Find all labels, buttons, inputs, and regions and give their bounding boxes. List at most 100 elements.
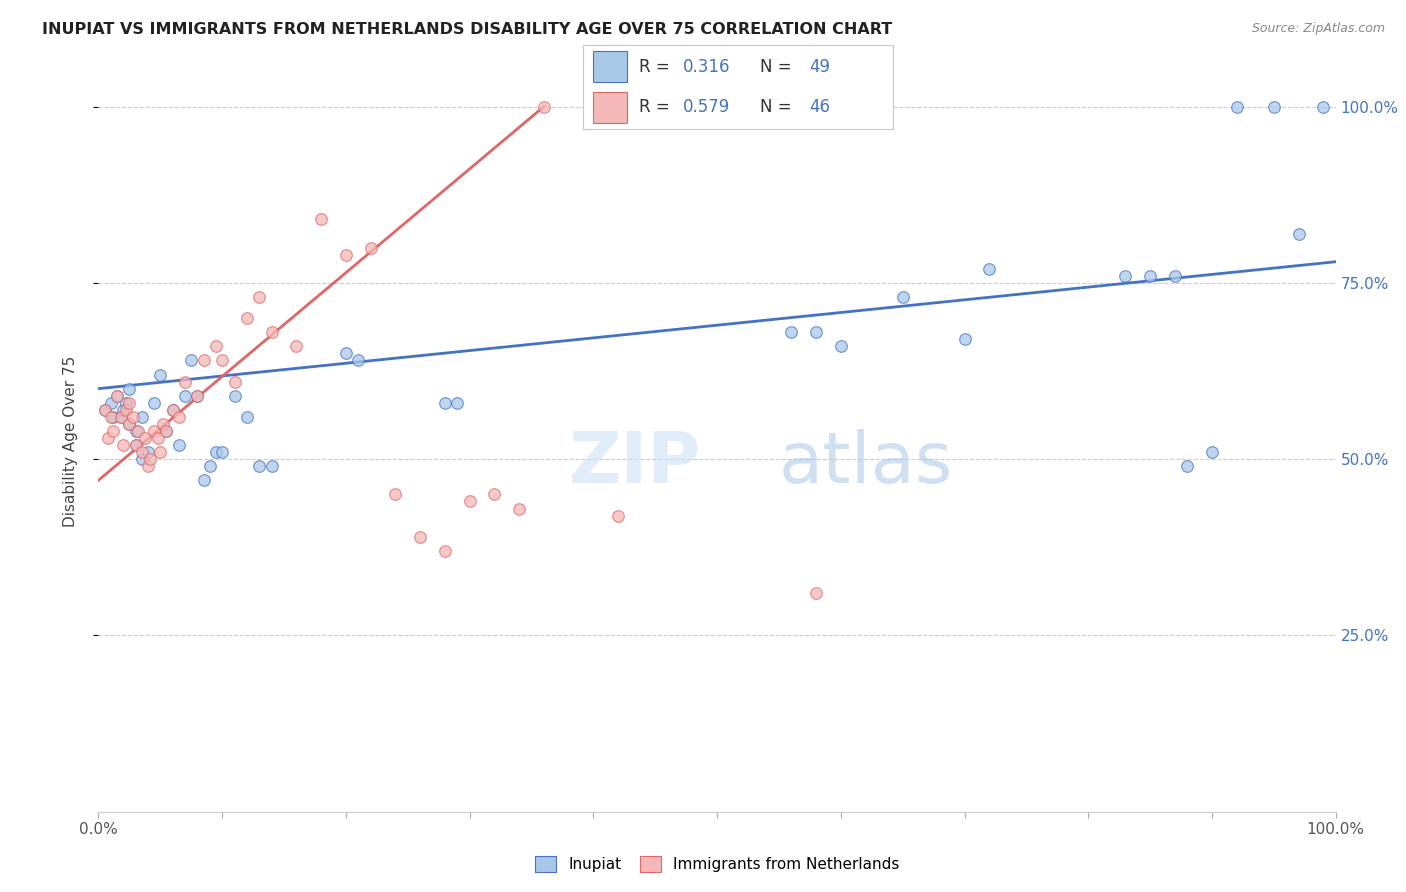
Text: ZIP: ZIP: [568, 429, 700, 499]
Text: 0.579: 0.579: [682, 98, 730, 116]
Point: [127, 424, 149, 438]
Point: [155, 424, 177, 438]
Point: [136, 445, 159, 459]
Point: [162, 402, 184, 417]
Point: [891, 290, 914, 304]
Point: [131, 445, 153, 459]
Point: [236, 409, 259, 424]
Point: [122, 409, 145, 424]
Point: [211, 445, 233, 459]
Text: Source: ZipAtlas.com: Source: ZipAtlas.com: [1251, 22, 1385, 36]
Point: [134, 431, 156, 445]
Point: [114, 402, 136, 417]
Point: [103, 424, 125, 438]
Point: [131, 409, 153, 424]
Point: [1139, 268, 1161, 283]
Point: [193, 353, 215, 368]
Point: [93, 402, 115, 417]
Point: [830, 339, 852, 353]
Point: [146, 431, 169, 445]
Text: 0.316: 0.316: [682, 58, 730, 76]
Point: [433, 544, 456, 558]
Point: [533, 100, 555, 114]
Text: N =: N =: [759, 58, 797, 76]
Point: [260, 459, 283, 474]
Point: [149, 445, 172, 459]
Point: [167, 438, 190, 452]
Text: 49: 49: [810, 58, 831, 76]
Point: [285, 339, 308, 353]
Text: 46: 46: [810, 98, 831, 116]
Point: [100, 409, 122, 424]
Point: [508, 501, 530, 516]
Point: [143, 424, 166, 438]
Point: [979, 261, 1001, 276]
Point: [309, 212, 332, 227]
Point: [236, 311, 259, 326]
Text: atlas: atlas: [779, 429, 953, 499]
FancyBboxPatch shape: [593, 52, 627, 82]
Point: [260, 325, 283, 339]
Point: [112, 438, 135, 452]
Point: [118, 417, 141, 431]
Point: [186, 389, 208, 403]
Point: [103, 409, 125, 424]
Point: [105, 389, 128, 403]
Point: [124, 438, 146, 452]
Point: [1201, 445, 1223, 459]
Point: [360, 241, 382, 255]
Point: [105, 389, 128, 403]
Point: [112, 402, 135, 417]
Point: [458, 494, 481, 508]
Point: [180, 353, 202, 368]
Point: [186, 389, 208, 403]
Point: [409, 530, 432, 544]
Point: [136, 459, 159, 474]
Point: [124, 438, 146, 452]
Point: [384, 487, 406, 501]
Text: R =: R =: [640, 98, 675, 116]
Point: [174, 389, 197, 403]
Point: [335, 346, 357, 360]
Point: [1226, 100, 1249, 114]
Point: [97, 431, 120, 445]
Point: [953, 332, 976, 346]
Point: [149, 368, 172, 382]
Point: [193, 473, 215, 487]
Point: [1312, 100, 1334, 114]
Point: [100, 396, 122, 410]
Point: [155, 424, 177, 438]
Point: [167, 409, 190, 424]
FancyBboxPatch shape: [593, 92, 627, 122]
Point: [110, 409, 132, 424]
Text: INUPIAT VS IMMIGRANTS FROM NETHERLANDS DISABILITY AGE OVER 75 CORRELATION CHART: INUPIAT VS IMMIGRANTS FROM NETHERLANDS D…: [42, 22, 893, 37]
Point: [804, 586, 827, 600]
Point: [152, 417, 174, 431]
Point: [1164, 268, 1187, 283]
Point: [335, 248, 357, 262]
Point: [224, 389, 246, 403]
Point: [143, 396, 166, 410]
Text: R =: R =: [640, 58, 675, 76]
Text: N =: N =: [759, 98, 797, 116]
Point: [205, 445, 228, 459]
Point: [804, 325, 827, 339]
Point: [247, 459, 270, 474]
Point: [118, 396, 141, 410]
Point: [247, 290, 270, 304]
Point: [1288, 227, 1310, 241]
Point: [139, 452, 162, 467]
Point: [162, 402, 184, 417]
Point: [131, 452, 153, 467]
Point: [198, 459, 221, 474]
Y-axis label: Disability Age Over 75: Disability Age Over 75: [63, 356, 77, 527]
Point: [93, 402, 115, 417]
Point: [110, 409, 132, 424]
Point: [118, 417, 141, 431]
Point: [211, 353, 233, 368]
Legend: Inupiat, Immigrants from Netherlands: Inupiat, Immigrants from Netherlands: [529, 850, 905, 878]
Point: [224, 375, 246, 389]
Point: [118, 382, 141, 396]
Point: [174, 375, 197, 389]
Point: [484, 487, 506, 501]
